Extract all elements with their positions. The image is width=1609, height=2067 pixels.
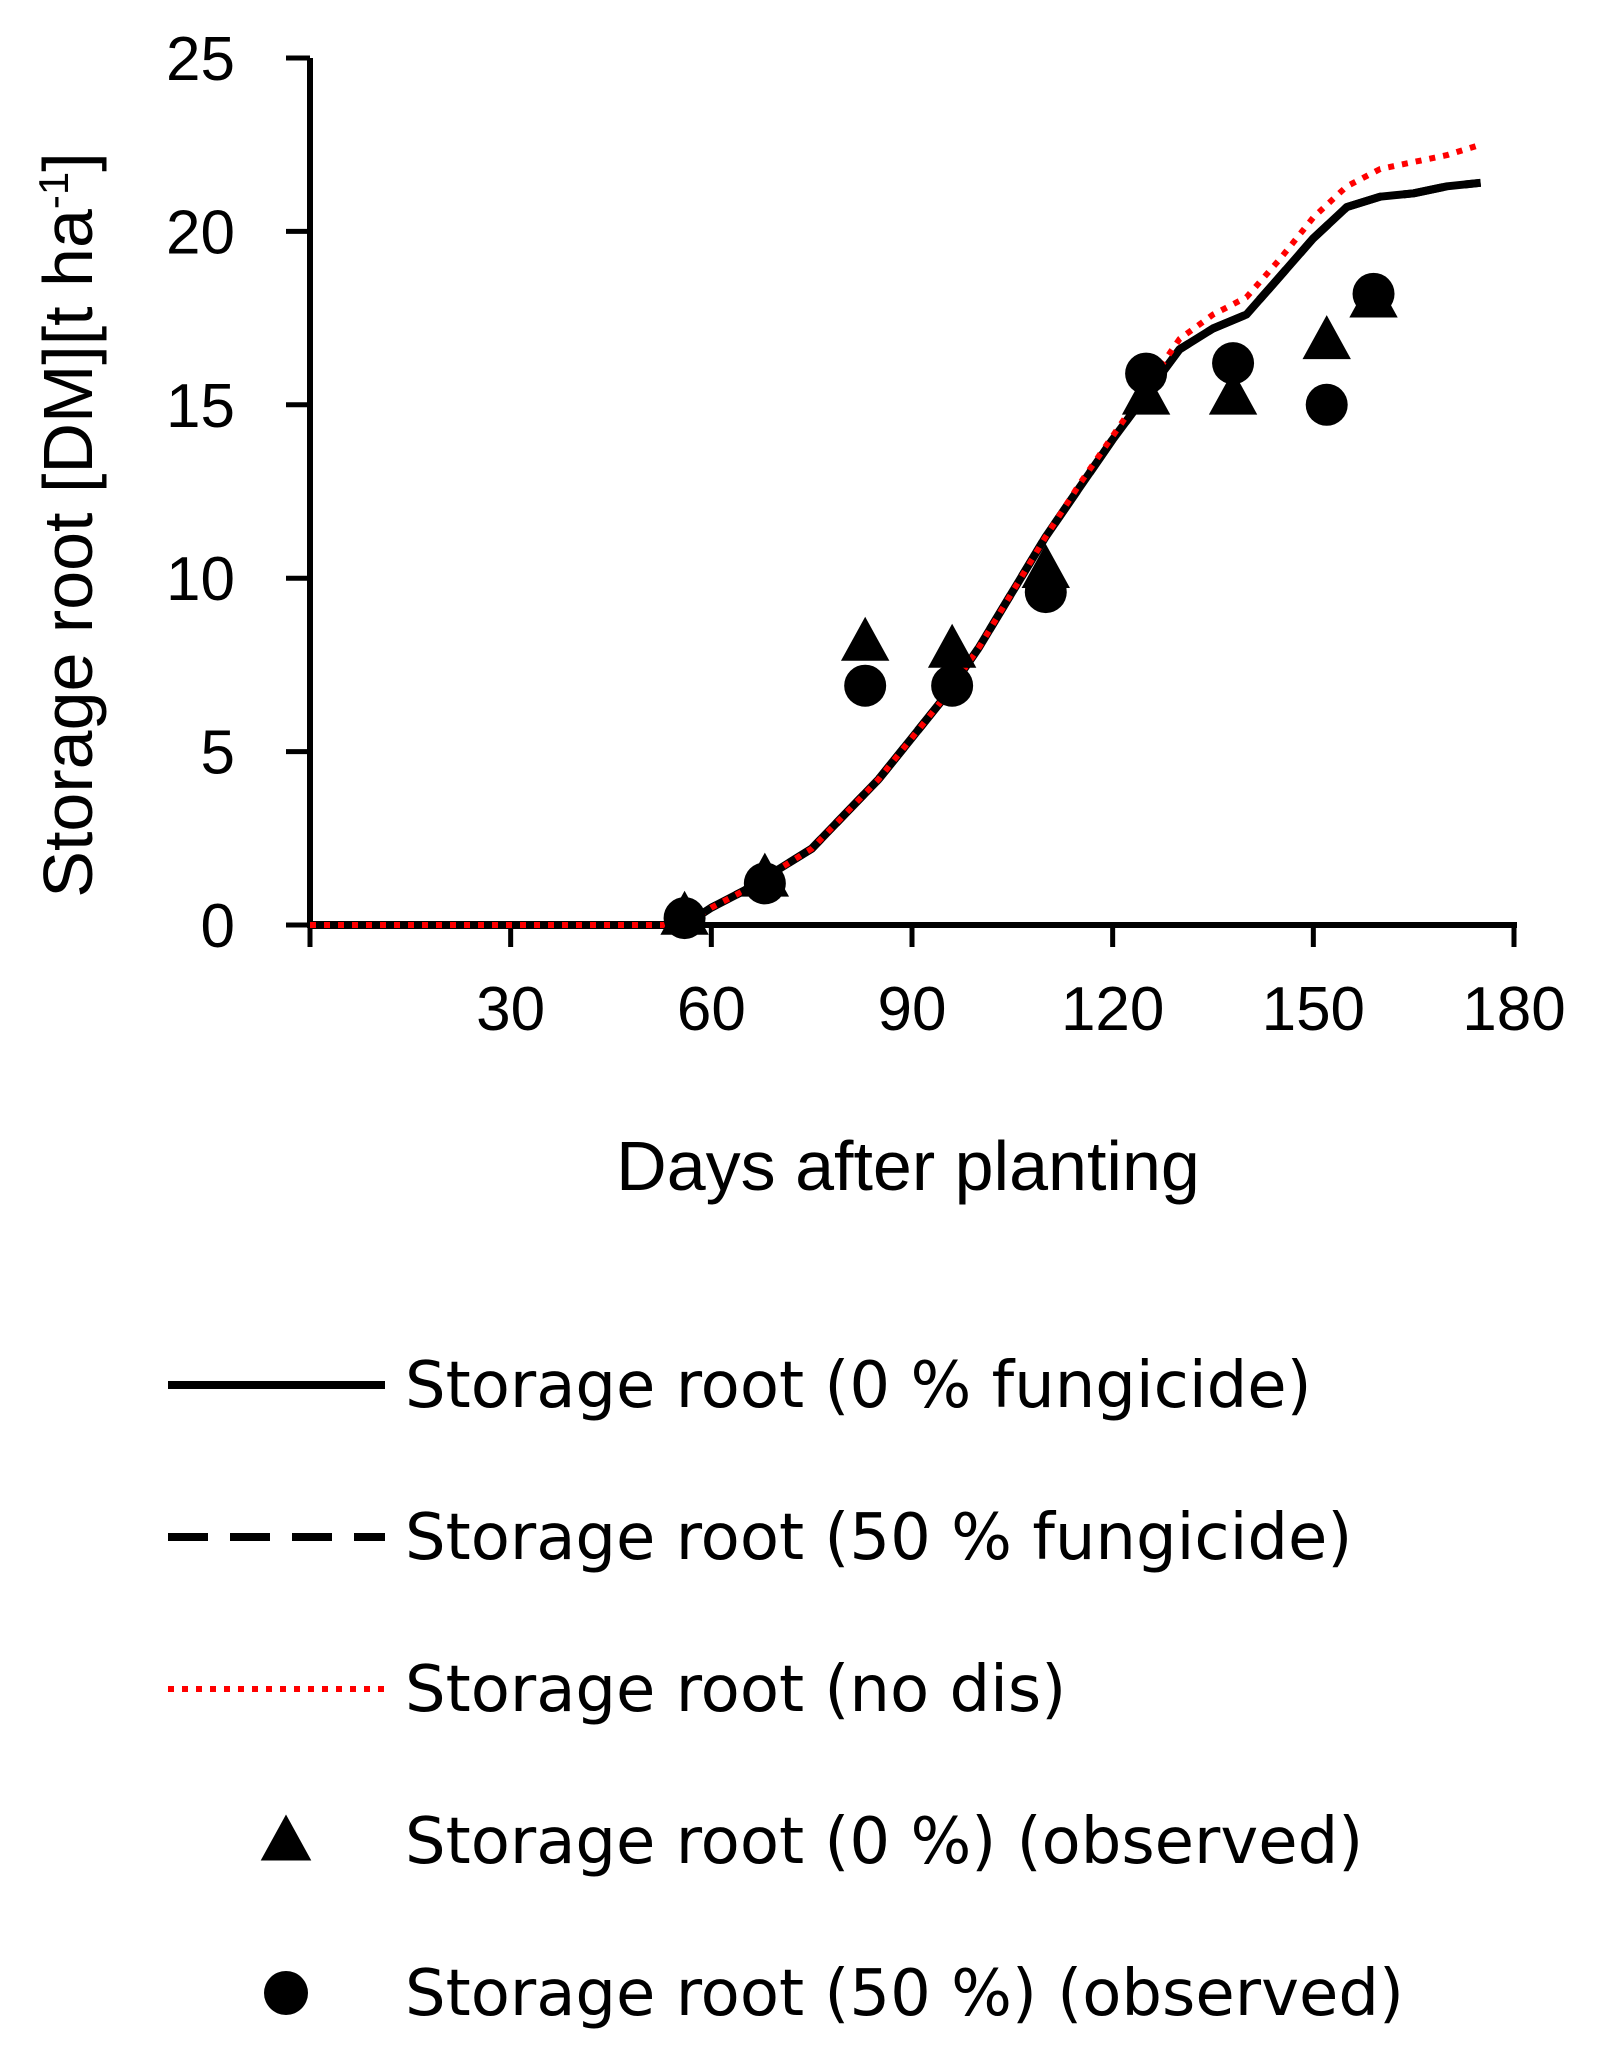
marker-layer — [660, 272, 1398, 940]
marker-circle — [663, 897, 706, 940]
legend-symbol-circle — [264, 1971, 308, 2015]
x-tick-label: 30 — [476, 975, 545, 1044]
x-tick-label: 150 — [1262, 975, 1365, 1044]
marker-triangle — [1302, 315, 1351, 360]
y-tick-label: 15 — [166, 372, 235, 441]
series-line-storage-root-no-dis — [310, 141, 1482, 928]
legend-item: Storage root (no dis) — [168, 1653, 1066, 1727]
x-tick-label: 90 — [878, 975, 947, 1044]
marker-circle — [844, 664, 887, 707]
marker-circle — [1024, 571, 1067, 614]
marker-circle — [1352, 272, 1395, 315]
y-tick-label: 5 — [201, 719, 235, 788]
legend-label: Storage root (50 % fungicide) — [405, 1501, 1352, 1575]
y-tick-label: 0 — [201, 892, 235, 961]
y-axis-title-end: ] — [29, 152, 107, 171]
marker-circle — [1305, 383, 1348, 426]
marker-circle — [931, 664, 974, 707]
x-tick-label: 60 — [677, 975, 746, 1044]
series-line-storage-root-0-fungicide — [310, 178, 1482, 929]
legend: Storage root (0 % fungicide) Storage root… — [168, 1349, 1404, 2031]
marker-triangle — [840, 616, 890, 661]
marker-triangle — [927, 623, 977, 668]
y-tick-label: 20 — [166, 198, 235, 267]
legend-item: Storage root (0 % fungicide) — [168, 1349, 1312, 1423]
y-tick-label: 10 — [166, 545, 235, 614]
legend-item: Storage root (50 % fungicide) — [168, 1501, 1352, 1575]
x-tick-label: 120 — [1061, 975, 1164, 1044]
legend-label: Storage root (no dis) — [405, 1653, 1066, 1727]
legend-item: Storage root (0 %) (observed) — [260, 1805, 1363, 1879]
series-layer — [310, 141, 1482, 929]
legend-item: Storage root (50 %) (observed) — [264, 1957, 1404, 2031]
marker-circle — [1212, 342, 1255, 385]
x-axis-title: Days after planting — [616, 1127, 1200, 1205]
legend-label: Storage root (0 %) (observed) — [405, 1805, 1363, 1879]
y-axis-title-sup: -1 — [30, 172, 77, 209]
marker-circle — [1125, 352, 1168, 395]
y-tick-label: 25 — [166, 25, 235, 94]
series-line-storage-root-50-fungicide — [310, 178, 1482, 929]
x-ticks: 30 60 90 120 150 180 — [307, 925, 1566, 1044]
y-axis-title-main: Storage root [DM][t ha — [29, 209, 107, 898]
x-tick-label: 180 — [1462, 975, 1565, 1044]
marker-circle — [743, 862, 786, 905]
legend-label: Storage root (0 % fungicide) — [405, 1349, 1312, 1423]
legend-label: Storage root (50 %) (observed) — [405, 1957, 1404, 2031]
y-ticks: 0 5 10 15 20 25 — [166, 25, 310, 961]
y-axis-title: Storage root [DM][t ha-1] — [29, 152, 107, 897]
marker-triangle — [1208, 370, 1258, 415]
legend-symbol-triangle — [260, 1814, 312, 1861]
